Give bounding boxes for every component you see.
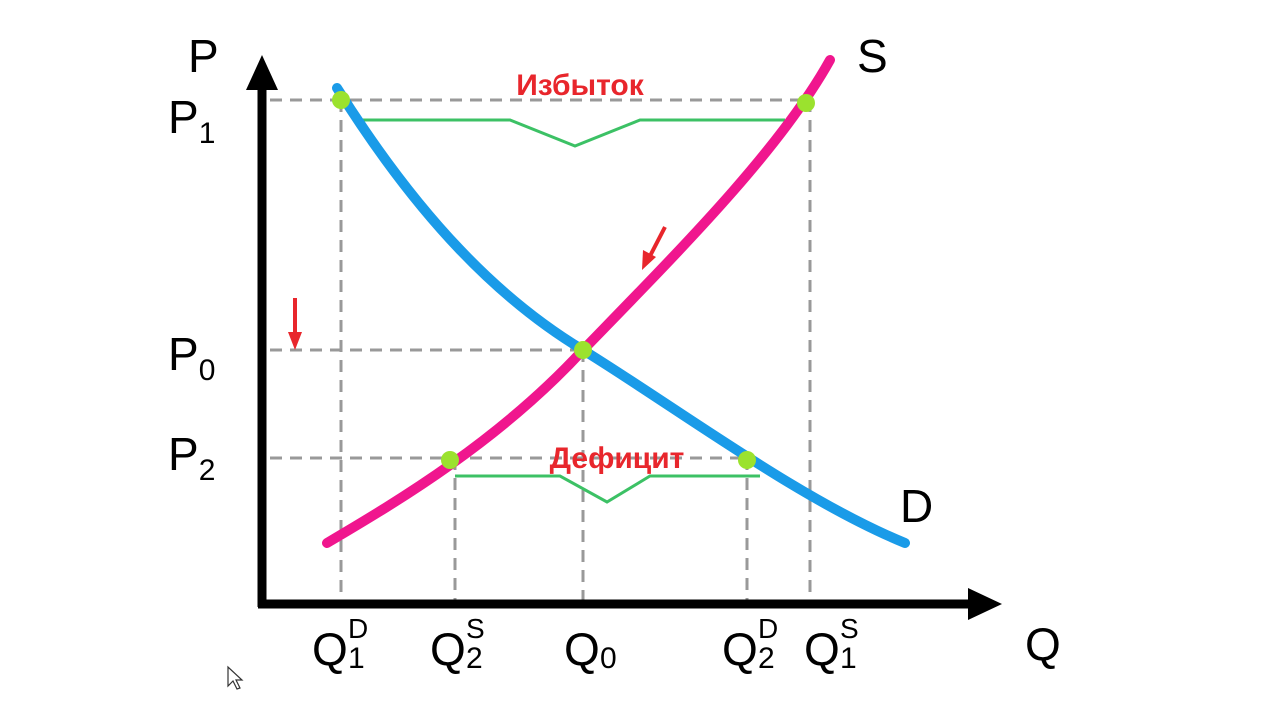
price-label: P1 — [168, 91, 215, 150]
label-sup: S — [840, 613, 859, 644]
quantity-label: Q 2D — [722, 613, 778, 675]
mouse-cursor — [227, 665, 244, 690]
arrowhead — [642, 250, 656, 270]
label-main: Q — [430, 623, 466, 675]
label-sub: 1 — [840, 642, 857, 675]
surplus-label: Избыток — [516, 69, 645, 102]
x-axis-label: Q — [1025, 618, 1061, 670]
point — [574, 341, 592, 359]
point — [738, 451, 756, 469]
supply-label: S — [857, 30, 888, 82]
quantity-labels: Q 1D Q 2S Q 0 Q 2D Q 1S — [312, 613, 859, 675]
surplus-brace — [360, 118, 785, 148]
axes — [246, 55, 1002, 620]
point — [797, 94, 815, 112]
point — [332, 91, 350, 109]
label-sub: 0 — [600, 642, 617, 675]
demand-label: D — [900, 480, 933, 532]
p0-guides — [270, 348, 585, 605]
guides — [270, 98, 812, 605]
label-sup: S — [466, 613, 485, 644]
x-arrow — [968, 588, 1002, 620]
quantity-label: Q 1S — [804, 613, 859, 675]
price-label: P0 — [168, 328, 215, 387]
label-sup: D — [758, 613, 778, 644]
point — [441, 451, 459, 469]
label-main: Q — [564, 623, 600, 675]
label-main: P — [168, 328, 199, 380]
label-sub: 0 — [199, 354, 216, 387]
arrow — [648, 226, 667, 257]
label-main: P — [168, 428, 199, 480]
y-arrow — [246, 55, 278, 90]
label-main: Q — [722, 623, 758, 675]
quantity-label: Q 2S — [430, 613, 485, 675]
y-axis-label: P — [188, 30, 219, 82]
label-sub: 2 — [758, 642, 775, 675]
points — [332, 91, 815, 469]
arrowhead — [288, 332, 302, 350]
arrows — [288, 226, 667, 350]
label-sup: D — [348, 613, 368, 644]
shortage-brace — [455, 474, 760, 504]
label-sub: 1 — [348, 642, 365, 675]
p1-guides — [270, 98, 812, 605]
label-sub: 2 — [199, 454, 216, 487]
label-main: Q — [312, 623, 348, 675]
price-label: P2 — [168, 428, 215, 487]
label-main: Q — [804, 623, 840, 675]
label-sub: 1 — [199, 117, 216, 150]
label-main: P — [168, 91, 199, 143]
shortage-label: Дефицит — [550, 442, 685, 475]
label-sub: 2 — [466, 642, 483, 675]
quantity-label: Q 1D — [312, 613, 368, 675]
p2-guides — [270, 456, 749, 605]
